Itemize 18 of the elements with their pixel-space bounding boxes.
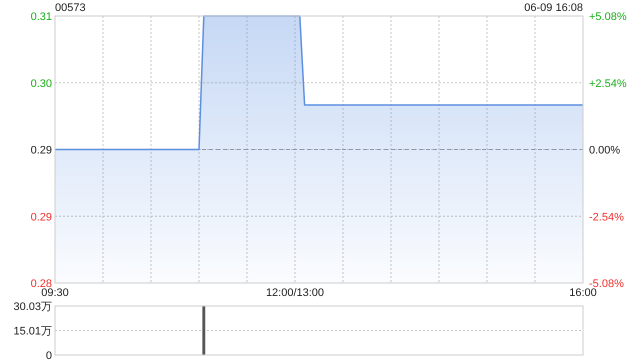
y-tick-label: 0.30 — [30, 78, 52, 90]
x-tick-label: 12:00/13:00 — [266, 287, 324, 299]
y2-tick-label: +5.08% — [589, 11, 627, 23]
y-tick-label: 0.31 — [30, 11, 52, 23]
y-tick-label: 0.29 — [30, 211, 52, 224]
y2-tick-label: +2.54% — [589, 78, 627, 90]
y-tick-label: 0 — [46, 350, 52, 360]
text: 06-09 16:08 — [524, 2, 583, 14]
y-tick-label: 15.01万 — [13, 326, 52, 338]
y-tick-label: 0.28 — [30, 278, 52, 290]
y2-tick-label: 0.00% — [589, 144, 620, 156]
x-tick-label: 16:00 — [569, 287, 597, 299]
x-tick-label: 09:30 — [41, 287, 69, 299]
y2-tick-label: -2.54% — [589, 211, 624, 224]
y-tick-label: 0.29 — [30, 144, 52, 156]
y-tick-label: 30.03万 — [13, 301, 52, 313]
chart-title: 00573 — [55, 2, 86, 14]
y2-tick-label: -5.08% — [589, 278, 624, 290]
